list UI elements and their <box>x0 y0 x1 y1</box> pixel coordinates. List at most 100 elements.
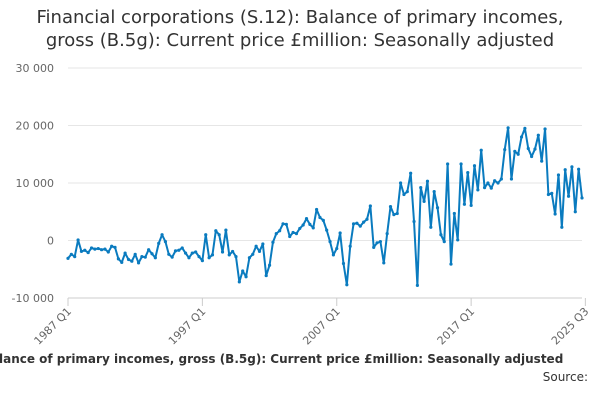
data-point[interactable] <box>214 229 218 233</box>
data-point[interactable] <box>526 146 530 151</box>
data-point[interactable] <box>220 250 225 254</box>
data-point[interactable] <box>496 181 500 185</box>
data-point[interactable] <box>563 168 567 172</box>
data-point[interactable] <box>435 206 440 210</box>
data-point[interactable] <box>278 229 282 233</box>
data-point[interactable] <box>409 171 413 175</box>
data-point[interactable] <box>395 211 399 216</box>
data-point[interactable] <box>254 244 258 248</box>
data-point[interactable] <box>318 215 322 220</box>
data-point[interactable] <box>311 226 315 230</box>
data-point[interactable] <box>553 212 557 216</box>
data-point[interactable] <box>570 165 574 169</box>
data-point[interactable] <box>415 283 419 287</box>
data-point[interactable] <box>523 126 527 130</box>
data-point[interactable] <box>163 240 168 244</box>
data-point[interactable] <box>120 260 124 264</box>
data-point[interactable] <box>341 261 346 266</box>
data-point[interactable] <box>362 220 366 224</box>
data-point[interactable] <box>499 177 503 181</box>
data-point[interactable] <box>546 192 551 197</box>
data-point[interactable] <box>325 228 329 232</box>
data-point[interactable] <box>133 252 137 256</box>
data-point[interactable] <box>241 269 245 273</box>
data-point[interactable] <box>194 250 198 254</box>
data-point[interactable] <box>577 167 581 171</box>
data-point[interactable] <box>79 249 84 254</box>
data-point[interactable] <box>96 246 100 251</box>
data-point[interactable] <box>251 252 255 256</box>
data-point[interactable] <box>304 217 309 221</box>
data-point[interactable] <box>197 255 201 259</box>
data-point[interactable] <box>227 253 231 257</box>
data-point[interactable] <box>267 263 272 267</box>
data-point[interactable] <box>442 240 446 244</box>
data-point[interactable] <box>308 222 312 226</box>
data-point[interactable] <box>147 248 151 252</box>
data-point[interactable] <box>261 242 265 246</box>
data-point[interactable] <box>550 191 554 195</box>
data-point[interactable] <box>509 177 514 181</box>
data-point[interactable] <box>123 251 127 255</box>
data-point[interactable] <box>556 173 561 177</box>
data-point[interactable] <box>231 249 235 254</box>
data-point[interactable] <box>446 162 450 166</box>
data-point[interactable] <box>298 226 302 231</box>
data-point[interactable] <box>516 152 520 156</box>
data-point[interactable] <box>372 245 376 249</box>
data-point[interactable] <box>476 188 480 192</box>
data-point[interactable] <box>466 171 470 175</box>
data-point[interactable] <box>472 164 477 168</box>
data-point[interactable] <box>73 255 77 259</box>
data-point[interactable] <box>328 240 332 244</box>
data-point[interactable] <box>183 251 188 255</box>
data-point[interactable] <box>419 186 423 190</box>
data-point[interactable] <box>540 159 544 163</box>
data-point[interactable] <box>237 280 241 284</box>
data-point[interactable] <box>519 135 524 139</box>
data-point[interactable] <box>412 219 416 224</box>
data-point[interactable] <box>150 252 154 256</box>
data-point[interactable] <box>351 222 356 226</box>
data-point[interactable] <box>99 248 104 252</box>
data-point[interactable] <box>264 273 268 278</box>
data-point[interactable] <box>392 213 396 217</box>
data-point[interactable] <box>167 252 171 256</box>
data-point[interactable] <box>355 221 359 225</box>
data-point[interactable] <box>489 186 493 190</box>
data-point[interactable] <box>315 207 319 212</box>
data-point[interactable] <box>86 250 90 255</box>
data-point[interactable] <box>378 240 383 244</box>
data-point[interactable] <box>291 230 295 235</box>
data-point[interactable] <box>274 232 278 236</box>
data-point[interactable] <box>187 256 191 260</box>
data-point[interactable] <box>321 218 325 222</box>
data-point[interactable] <box>190 251 194 255</box>
data-point[interactable] <box>452 211 456 216</box>
data-point[interactable] <box>200 259 204 263</box>
data-point[interactable] <box>284 222 288 226</box>
data-point[interactable] <box>530 154 534 159</box>
legend[interactable]: Financial corporations (S.12): Balance o… <box>0 352 600 366</box>
data-point[interactable] <box>358 224 362 228</box>
data-point[interactable] <box>103 247 107 251</box>
data-point[interactable] <box>170 255 174 259</box>
data-point[interactable] <box>388 204 393 209</box>
data-point[interactable] <box>573 210 577 214</box>
data-point[interactable] <box>385 232 389 236</box>
data-point[interactable] <box>560 225 564 229</box>
data-point[interactable] <box>66 256 70 260</box>
data-point[interactable] <box>130 259 134 263</box>
data-point[interactable] <box>432 190 436 194</box>
data-point[interactable] <box>106 250 110 254</box>
data-point[interactable] <box>425 179 430 183</box>
data-point[interactable] <box>76 238 80 242</box>
data-point[interactable] <box>462 202 467 206</box>
data-point[interactable] <box>288 234 292 239</box>
data-point[interactable] <box>281 222 285 226</box>
data-point[interactable] <box>429 225 433 229</box>
data-point[interactable] <box>69 252 73 256</box>
data-point[interactable] <box>271 240 275 244</box>
data-point[interactable] <box>126 257 131 262</box>
data-point[interactable] <box>140 255 144 259</box>
